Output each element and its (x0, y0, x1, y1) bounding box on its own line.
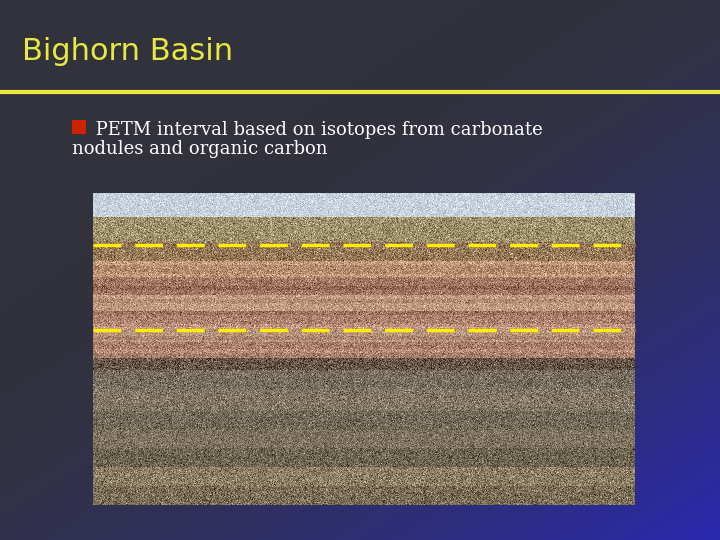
Bar (72, 120, 86, 134)
Text: PETM interval based on isotopes from carbonate: PETM interval based on isotopes from car… (90, 121, 543, 139)
Text: nodules and organic carbon: nodules and organic carbon (72, 140, 328, 158)
Text: Bighorn Basin: Bighorn Basin (22, 37, 233, 66)
